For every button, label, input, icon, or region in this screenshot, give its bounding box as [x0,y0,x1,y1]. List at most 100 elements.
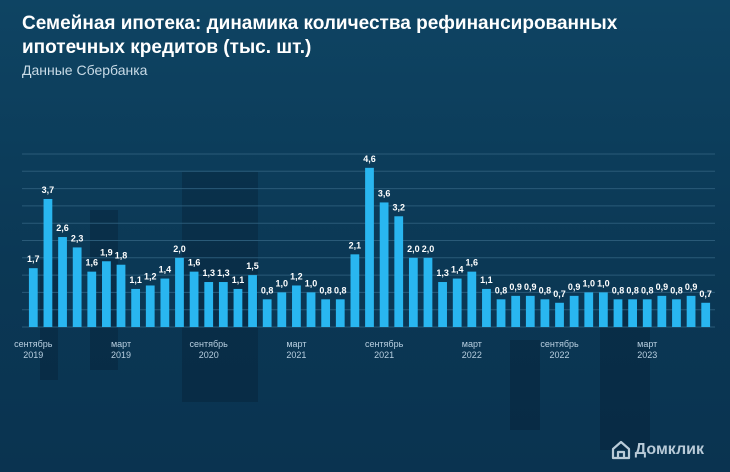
data-label: 1,6 [188,258,201,268]
bar [701,302,711,327]
bar [584,292,594,327]
data-label: 1,1 [129,275,142,285]
data-label: 3,6 [378,188,391,198]
bar [569,295,579,327]
data-label: 1,6 [86,258,99,268]
bar [204,282,214,327]
data-label: 0,7 [553,289,566,299]
data-label: 1,2 [144,271,157,281]
bar [598,292,608,327]
brand-logo: Домклик [611,440,704,460]
data-label: 0,8 [670,285,683,295]
x-tick-label: 2020 [199,350,219,360]
data-label: 2,3 [71,233,84,243]
bar [408,257,418,327]
bar [657,295,667,327]
bar [28,268,38,327]
bar [160,278,170,327]
bar [43,198,53,327]
house-logo-icon [611,440,630,460]
bar [467,271,477,327]
bar [555,302,564,327]
data-label: 1,0 [305,278,318,288]
bar [248,275,257,327]
bar [233,288,243,327]
data-label: 1,0 [597,278,610,288]
x-tick-label: 2023 [637,350,657,360]
bar [540,299,550,327]
data-label: 1,9 [100,247,113,257]
x-tick-label: сентябрь [190,339,229,349]
x-tick-label: март [286,339,306,349]
bar [482,288,491,327]
data-label: 0,9 [685,282,698,292]
bar [72,247,82,327]
data-label: 0,9 [509,282,522,292]
bar [438,282,447,327]
data-label: 1,8 [115,251,128,261]
bar [350,254,360,327]
background-decor [600,300,650,450]
bar [525,295,535,327]
data-label: 0,8 [641,285,654,295]
x-tick-label: 2019 [111,350,131,360]
bar [58,237,67,327]
brand-name: Домклик [634,441,704,458]
x-tick-label: 2019 [23,350,43,360]
bar [613,299,623,327]
data-label: 1,6 [466,258,479,268]
background-decor [510,340,540,430]
chart-subtitle: Данные Сбербанка [22,62,148,78]
x-tick-label: 2021 [374,350,394,360]
bar [642,299,652,327]
bar [379,202,389,327]
data-label: 2,1 [349,240,362,250]
bar [672,299,681,327]
data-label: 0,7 [699,289,712,299]
data-label: 2,6 [56,223,69,233]
bar [87,271,97,327]
chart-title: Семейная ипотека: динамика количества ре… [22,13,618,58]
data-label: 1,0 [276,278,289,288]
bar [306,292,316,327]
bar [102,261,111,327]
x-tick-label: сентябрь [540,339,579,349]
bar [145,285,155,327]
data-label: 1,3 [217,268,230,278]
data-label: 2,0 [422,244,435,254]
x-tick-label: март [111,339,131,349]
data-label: 0,8 [319,285,332,295]
bar [686,295,696,327]
bar [452,278,462,327]
data-label: 2,0 [407,244,420,254]
bar [292,285,301,327]
bar [511,295,521,327]
data-label: 1,1 [480,275,493,285]
data-label: 1,0 [582,278,595,288]
data-label: 0,8 [495,285,508,295]
data-label: 2,0 [173,244,186,254]
bar [277,292,287,327]
bar [496,299,506,327]
data-label: 1,7 [27,254,40,264]
data-label: 1,4 [159,265,172,275]
bar [394,216,404,327]
data-label: 1,4 [451,265,464,275]
x-tick-label: 2022 [550,350,570,360]
data-label: 3,2 [392,202,405,212]
bar [175,257,184,327]
x-tick-label: март [637,339,657,349]
bar [116,264,126,327]
data-label: 0,8 [334,285,347,295]
data-label: 0,8 [612,285,625,295]
data-label: 0,9 [656,282,669,292]
data-label: 1,1 [232,275,245,285]
data-label: 1,2 [290,271,303,281]
data-label: 0,8 [626,285,639,295]
data-label: 0,9 [524,282,537,292]
bar [628,299,637,327]
data-label: 1,5 [246,261,259,271]
bar [262,299,272,327]
bar [321,299,331,327]
